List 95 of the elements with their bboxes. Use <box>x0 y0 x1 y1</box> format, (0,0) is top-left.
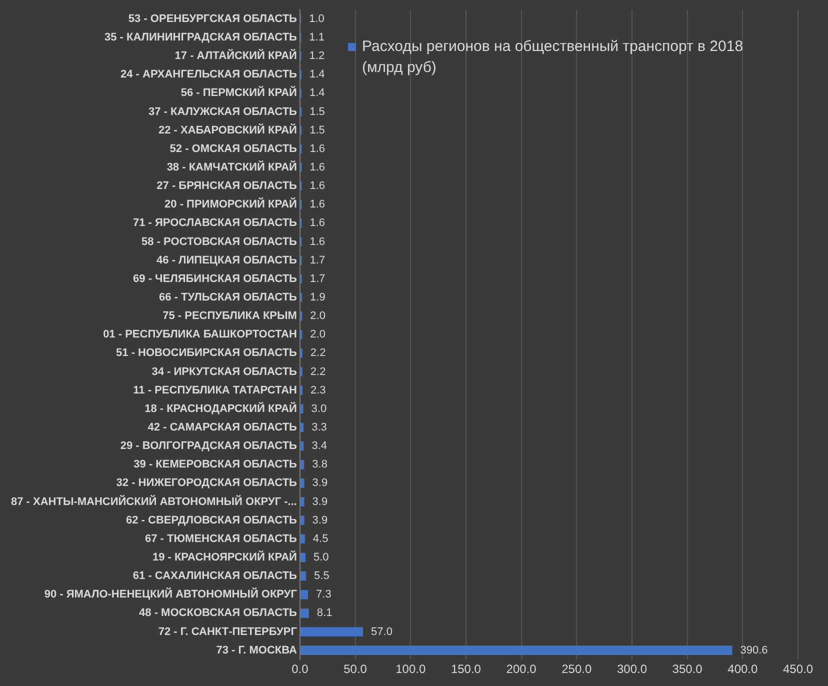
data-label: 7.3 <box>316 588 332 601</box>
data-label: 1.6 <box>310 198 326 211</box>
bar <box>300 571 306 581</box>
y-tick-label: 01 - РЕСПУБЛИКА БАШКОРТОСТАН <box>103 328 298 341</box>
x-tick-label: 400.0 <box>728 662 758 676</box>
y-tick-label: 18 - КРАСНОДАРСКИЙ КРАЙ <box>144 402 298 415</box>
data-label: 3.9 <box>312 496 328 508</box>
y-tick-label: 46 - ЛИПЕЦКАЯ ОБЛАСТЬ <box>156 254 298 266</box>
data-label: 1.6 <box>310 217 326 230</box>
data-label: 1.6 <box>310 142 326 155</box>
y-tick-label: 53 - ОРЕНБУРГСКАЯ ОБЛАСТЬ <box>128 12 298 25</box>
data-label: 4.5 <box>312 532 328 545</box>
y-tick-label: 38 - КАМЧАТСКИЙ КРАЙ <box>166 160 298 174</box>
x-tick-label: 300.0 <box>616 662 648 676</box>
data-label: 2.2 <box>310 366 326 378</box>
data-label: 1.4 <box>310 68 325 81</box>
bar <box>300 534 305 544</box>
y-tick-label: 37 - КАЛУЖСКАЯ ОБЛАСТЬ <box>148 106 298 118</box>
bar <box>300 386 303 395</box>
data-label: 57.0 <box>371 626 392 638</box>
data-label: 1.5 <box>310 106 325 118</box>
bar <box>300 608 309 618</box>
data-label: 3.4 <box>312 440 328 452</box>
y-tick-label: 75 - РЕСПУБЛИКА КРЫМ <box>162 310 297 322</box>
data-label: 1.5 <box>310 124 325 136</box>
y-tick-label: 71 - ЯРОСЛАВСКАЯ ОБЛАСТЬ <box>132 217 298 230</box>
bar <box>300 552 306 562</box>
data-label: 2.2 <box>310 347 326 360</box>
y-tick-label: 48 - МОСКОВСКАЯ ОБЛАСТЬ <box>139 607 298 620</box>
x-tick-label: 150.0 <box>450 662 482 676</box>
y-tick-label: 51 - НОВОСИБИРСКАЯ ОБЛАСТЬ <box>116 347 298 360</box>
y-tick-label: 22 - ХАБАРОВСКИЙ КРАЙ <box>158 123 298 136</box>
bar <box>300 497 304 506</box>
x-tick-label: 50.0 <box>344 662 368 676</box>
bar <box>300 627 364 636</box>
data-label: 3.8 <box>312 458 328 471</box>
y-tick-label: 72 - Г. САНКТ-ПЕТЕРБУРГ <box>158 626 298 638</box>
bar <box>300 460 304 470</box>
x-tick-label: 350.0 <box>672 662 703 676</box>
y-tick-label: 34 - ИРКУТСКАЯ ОБЛАСТЬ <box>152 366 298 378</box>
x-tick-label: 250.0 <box>562 662 592 676</box>
data-label: 1.0 <box>309 12 324 25</box>
data-label: 1.4 <box>310 87 325 100</box>
data-label: 1.7 <box>310 254 326 266</box>
data-label: 3.0 <box>311 402 327 415</box>
y-tick-label: 73 - Г. МОСКВА <box>216 644 298 656</box>
y-tick-label: 58 - РОСТОВСКАЯ ОБЛАСТЬ <box>142 236 298 248</box>
data-label: 1.9 <box>310 291 326 304</box>
data-label: 1.1 <box>309 31 324 44</box>
data-label: 5.5 <box>314 570 330 582</box>
y-tick-label: 35 - КАЛИНИНГРАДСКАЯ ОБЛАСТЬ <box>104 31 298 44</box>
data-label: 1.6 <box>310 161 326 174</box>
y-tick-label: 39 - КЕМЕРОВСКАЯ ОБЛАСТЬ <box>134 458 298 471</box>
bar <box>300 590 308 600</box>
y-tick-label: 32 - НИЖЕГОРОДСКАЯ ОБЛАСТЬ <box>116 477 298 490</box>
y-tick-label: 66 - ТУЛЬСКАЯ ОБЛАСТЬ <box>159 291 298 304</box>
bar <box>300 404 304 414</box>
y-tick-label: 17 - АЛТАЙСКИЙ КРАЙ <box>174 49 298 62</box>
bar <box>300 478 304 488</box>
data-label: 5.0 <box>313 551 329 564</box>
x-tick-label: 200.0 <box>506 662 537 676</box>
y-tick-label: 19 - КРАСНОЯРСКИЙ КРАЙ <box>152 550 298 564</box>
y-tick-label: 61 - САХАЛИНСКАЯ ОБЛАСТЬ <box>132 570 298 582</box>
y-tick-label: 87 - ХАНТЫ-МАНСИЙСКИЙ АВТОНОМНЫЙ ОКРУГ -... <box>10 494 297 508</box>
data-label: 390.6 <box>740 644 768 656</box>
bar <box>300 422 304 432</box>
y-tick-label: 69 - ЧЕЛЯБИНСКАЯ ОБЛАСТЬ <box>133 272 298 285</box>
y-tick-label: 24 - АРХАНГЕЛЬСКАЯ ОБЛАСТЬ <box>120 68 298 81</box>
data-label: 3.9 <box>312 477 328 490</box>
legend-label: Расходы регионов на общественный транспорт в 2018 (млрд руб) <box>362 37 744 78</box>
y-tick-label: 20 - ПРИМОРСКИЙ КРАЙ <box>164 198 298 211</box>
data-label: 3.9 <box>312 514 328 526</box>
data-label: 8.1 <box>316 607 332 620</box>
data-label: 2.3 <box>310 384 326 396</box>
data-label: 2.0 <box>310 310 326 322</box>
x-tick-label: 450.0 <box>782 662 814 676</box>
data-label: 1.2 <box>309 50 325 62</box>
y-tick-label: 27 - БРЯНСКАЯ ОБЛАСТЬ <box>156 180 298 192</box>
y-tick-label: 67 - ТЮМЕНСКАЯ ОБЛАСТЬ <box>144 532 298 545</box>
data-label: 3.3 <box>312 421 327 434</box>
x-tick-label: 0.0 <box>292 662 309 676</box>
y-tick-label: 11 - РЕСПУБЛИКА ТАТАРСТАН <box>133 384 298 396</box>
data-label: 1.7 <box>310 272 326 285</box>
data-label: 1.6 <box>310 180 326 192</box>
bar <box>300 516 304 525</box>
y-tick-label: 52 - ОМСКАЯ ОБЛАСТЬ <box>170 142 298 155</box>
y-tick-label: 29 - ВОЛГОГРАДСКАЯ ОБЛАСТЬ <box>120 440 298 452</box>
y-tick-label: 62 - СВЕРДЛОВСКАЯ ОБЛАСТЬ <box>126 514 298 526</box>
x-tick-label: 100.0 <box>396 662 426 676</box>
data-label: 2.0 <box>310 328 326 341</box>
bar <box>300 646 732 655</box>
y-tick-label: 56 - ПЕРМСКИЙ КРАЙ <box>180 86 298 100</box>
data-label: 1.6 <box>310 236 326 248</box>
y-tick-label: 42 - САМАРСКАЯ ОБЛАСТЬ <box>148 421 298 434</box>
y-tick-label: 90 - ЯМАЛО-НЕНЕЦКИЙ АВТОНОМНЫЙ ОКРУГ <box>44 588 298 601</box>
